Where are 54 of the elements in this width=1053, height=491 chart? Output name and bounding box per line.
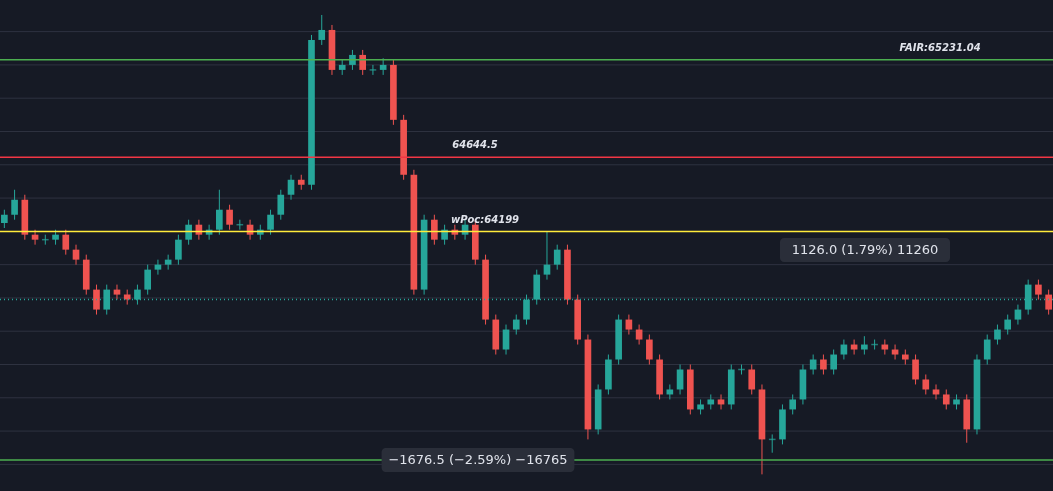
ref-line-label: FAIR:65231.04 [899,41,981,53]
candlestick [154,259,162,276]
candlestick [942,388,950,410]
candlestick [369,64,377,76]
candlestick [912,354,919,385]
candlestick [441,224,448,246]
candlestick [1035,279,1042,301]
candlestick [144,264,152,296]
candlestick [1045,289,1052,316]
ref-line-label: 64644.5 [452,139,498,151]
candlestick [318,14,326,46]
candlestick [994,324,1001,346]
candlestick [1,209,8,229]
candlestick [861,335,868,356]
candlestick [11,189,18,221]
candlestick [748,364,756,395]
candlestick [31,229,39,246]
candlestick [113,284,121,301]
candlestick [676,364,684,395]
candlestick [349,49,356,71]
annotation: 1126.0 (1.79%) 11260 [791,242,939,257]
candlestick [72,244,80,266]
candlestick [789,393,797,415]
candlestick [267,209,274,236]
candlestick [185,219,192,246]
candlestick [922,373,930,395]
candlestick [717,393,725,410]
candlestick [502,324,510,356]
candlestick [891,344,899,361]
candlestick [635,324,643,346]
ref-line-label: wPoc:64199 [450,213,520,225]
candlestick [646,334,653,366]
candlestick [175,234,182,266]
candlestick [512,314,520,336]
candlestick [277,189,285,221]
candlestick [820,354,827,375]
candlestick [359,49,367,76]
candlestick [553,244,561,271]
candlestick [287,174,295,201]
annotation: −1676.5 (−2.59%) −16765 [388,452,568,467]
candlestick [216,189,223,236]
candlestick [1014,304,1022,326]
candlestick [543,230,551,281]
candlestick [93,284,100,316]
candlestick [62,229,70,256]
candlestick [830,349,837,375]
candlestick [932,383,940,400]
candlestick [625,314,633,336]
candlestick [226,204,233,231]
candlestick [840,339,848,361]
candlestick [850,339,858,356]
candlestick [1004,314,1012,336]
candlestick [431,214,438,246]
candlestick [983,334,991,366]
